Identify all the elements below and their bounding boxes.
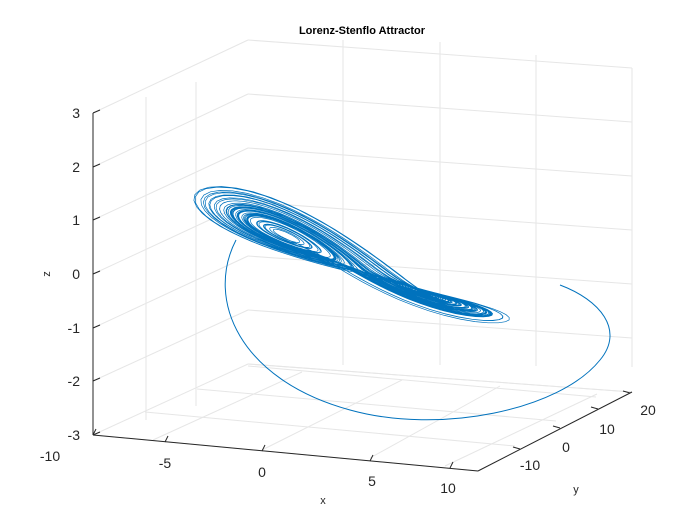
z-tick-label: 3: [72, 105, 80, 121]
z-tick-label: -3: [68, 427, 81, 443]
x-tick-label: 10: [440, 480, 456, 496]
x-axis-label: x: [320, 495, 326, 507]
transient-loop: [224, 239, 611, 421]
z-tick-label: 0: [72, 266, 80, 282]
chart-title: Lorenz-Stenflo Attractor: [299, 25, 426, 37]
z-tick-labels: -3 -2 -1 0 1 2 3: [68, 105, 81, 443]
trajectory-line: [193, 186, 510, 324]
z-tick-label: -1: [68, 320, 81, 336]
z-tick-label: 1: [72, 212, 80, 228]
y-tick-label: 0: [562, 439, 570, 455]
y-tick-label: 10: [599, 421, 615, 437]
y-axis-line: [477, 391, 633, 472]
z-tick-label: -2: [68, 373, 81, 389]
y-tick-label: 20: [640, 402, 656, 418]
x-tick-label: -10: [40, 448, 60, 464]
attractor-trajectory: [193, 186, 611, 421]
y-tick-labels: -10 0 10 20: [520, 402, 656, 473]
x-axis-line: [92, 434, 479, 472]
x-tick-labels: -10 -5 0 5 10: [40, 448, 456, 496]
x-tick-label: 0: [258, 464, 266, 480]
y-tick-label: -10: [520, 457, 540, 473]
x-tick-label: -5: [159, 455, 172, 471]
z-axis-label: z: [41, 271, 53, 277]
axes-lines: [92, 113, 633, 472]
z-tick-label: 2: [72, 159, 80, 175]
grid-lines: [92, 39, 633, 472]
x-tick-label: 5: [368, 473, 376, 489]
tick-marks: [92, 109, 631, 469]
y-axis-label: y: [573, 484, 579, 496]
